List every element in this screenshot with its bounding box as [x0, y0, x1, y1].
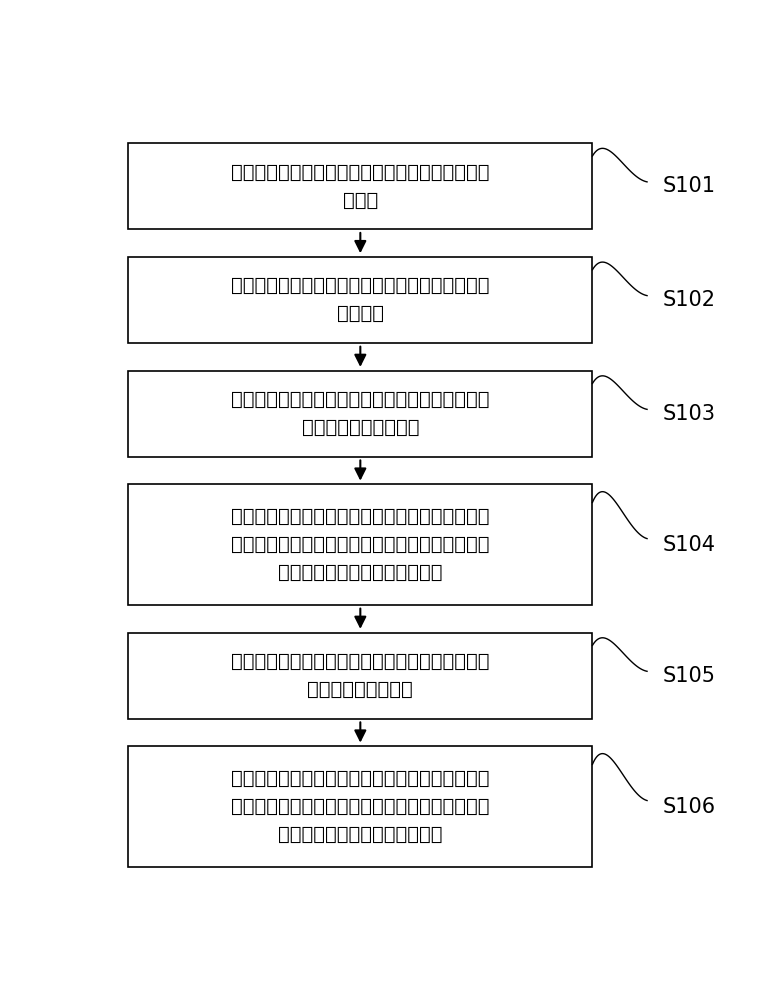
Bar: [128, 484, 593, 605]
Bar: [128, 257, 593, 343]
Text: 获取目标业务流程中活动节点和逻辑节点分别对应
的位置: 获取目标业务流程中活动节点和逻辑节点分别对应 的位置: [231, 163, 489, 210]
Text: 在当前执行活动节点产生反馈数据时，获取反馈数
据所对应的目标活动节点；所述目标活动节点是当
前执行活动节点的上游活动节点: 在当前执行活动节点产生反馈数据时，获取反馈数 据所对应的目标活动节点；所述目标活…: [231, 507, 489, 582]
Text: S105: S105: [662, 666, 715, 686]
Text: S102: S102: [662, 290, 715, 310]
Text: 目标活动节点根据反馈数据确定数据内容，并根据
目标业务流程的流程顺序将数据内容传输至目标活
动节点的下游活动节点继续执行: 目标活动节点根据反馈数据确定数据内容，并根据 目标业务流程的流程顺序将数据内容传…: [231, 769, 489, 844]
Bar: [128, 633, 593, 719]
Bar: [128, 143, 593, 229]
Text: S106: S106: [662, 797, 716, 817]
Text: S104: S104: [662, 535, 715, 555]
Text: S101: S101: [662, 176, 715, 196]
Bar: [128, 746, 593, 867]
Text: 根据逻辑节点的位置，将活动节点划分为多个活动
节点区域: 根据逻辑节点的位置，将活动节点划分为多个活动 节点区域: [231, 276, 489, 323]
Text: 将目标活动节点对应的活动节点区域内的所有活动
节点设置为执行状态: 将目标活动节点对应的活动节点区域内的所有活动 节点设置为执行状态: [231, 652, 489, 699]
Text: 根据目标业务流程中当前执行节点的位置，确定当
前执行的活动节点区域: 根据目标业务流程中当前执行节点的位置，确定当 前执行的活动节点区域: [231, 390, 489, 437]
Text: S103: S103: [662, 404, 715, 424]
Bar: [128, 371, 593, 457]
